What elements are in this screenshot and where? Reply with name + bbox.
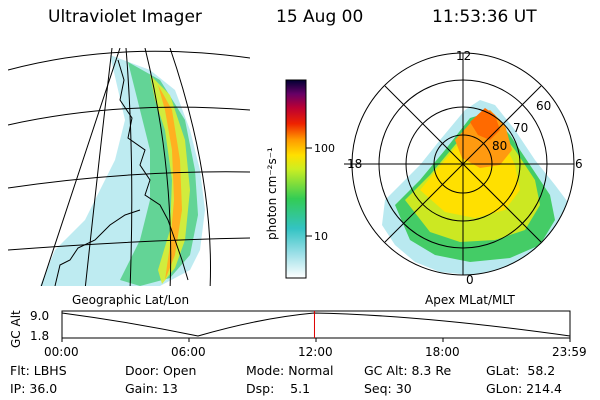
mlt-label-6: 6 <box>575 157 583 171</box>
orbit-altitude-curve <box>61 312 571 337</box>
mlt-label-0: 0 <box>466 273 474 287</box>
colorbar-unit-label: photon cm⁻²s⁻¹ <box>265 147 279 240</box>
colorbar-tick-10: 10 <box>314 230 328 243</box>
date-label: 15 Aug 00 <box>276 7 364 27</box>
timeline-ytick-min: 1.8 <box>30 329 49 343</box>
colorbar <box>285 79 307 279</box>
timeline-ytick-max: 9.0 <box>30 309 49 323</box>
timeline-xtick-3: 18:00 <box>425 345 460 359</box>
status-dsp: Dsp: 5.1 <box>246 381 311 396</box>
lat-label-70: 70 <box>513 121 528 135</box>
mlt-label-12: 12 <box>456 49 471 63</box>
geo-panel-label: Geographic Lat/Lon <box>72 293 189 307</box>
coastline <box>54 59 189 286</box>
polar-panel-label: Apex MLat/MLT <box>425 293 515 307</box>
lat-label-80: 80 <box>492 139 507 153</box>
mlt-label-18: 18 <box>347 157 362 171</box>
geographic-map <box>8 48 250 286</box>
status-door: Door: Open <box>125 363 197 378</box>
timeline-xtick-4: 23:59 <box>552 345 587 359</box>
timeline-ylabel: GC Alt <box>9 310 23 348</box>
orbit-timeline <box>61 310 571 342</box>
status-seq: Seq: 30 <box>364 381 412 396</box>
status-filter: Flt: LBHS <box>10 363 67 378</box>
status-glon: GLon: 214.4 <box>486 381 562 396</box>
timeline-xtick-1: 06:00 <box>171 345 206 359</box>
timeline-xtick-2: 12:00 <box>298 345 333 359</box>
status-ip: IP: 36.0 <box>10 381 58 396</box>
status-gc-alt: GC Alt: 8.3 Re <box>364 363 452 378</box>
polar-plot: 12 18 6 0 60 70 80 <box>344 49 583 287</box>
time-label: 11:53:36 UT <box>432 7 537 27</box>
status-mode: Mode: Normal <box>246 363 334 378</box>
status-glat: GLat: 58.2 <box>486 363 556 378</box>
timeline-xtick-0: 00:00 <box>44 345 79 359</box>
colorbar-tick-100: 100 <box>314 142 335 155</box>
status-gain: Gain: 13 <box>125 381 178 396</box>
lat-label-60: 60 <box>536 99 551 113</box>
instrument-title: Ultraviolet Imager <box>48 7 202 27</box>
